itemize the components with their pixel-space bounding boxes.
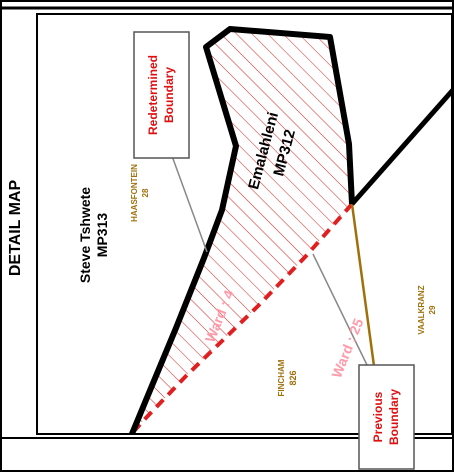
- callout-box-previous: [358, 364, 415, 470]
- farm-label-fincham: FINCHAM 826: [277, 359, 298, 396]
- farm-number-vaalkranz: 29: [428, 305, 437, 314]
- redetermined-leader-line: [167, 144, 208, 253]
- callout-text-previous-line1: Previous: [371, 391, 385, 442]
- municipality-label-west: Steve Tshwete MP313: [77, 187, 110, 283]
- callout-redetermined-boundary: Redetermined Boundary: [133, 31, 190, 159]
- previous-leader-line: [312, 253, 368, 366]
- callout-text-redetermined-line2: Boundary: [162, 67, 176, 123]
- farm-name-haasfontein: HAASFONTEIN: [130, 164, 139, 222]
- municipality-name-west: Steve Tshwete: [77, 187, 93, 283]
- redetermined-area-hatch: [135, 29, 352, 430]
- farm-label-haasfontein: HAASFONTEIN 28: [130, 164, 150, 222]
- farm-number-fincham: 826: [288, 370, 298, 385]
- callout-previous-boundary: Previous Boundary: [358, 364, 415, 470]
- farm-name-vaalkranz: VAALKRANZ: [417, 285, 426, 334]
- municipal-boundary-line: [350, 86, 453, 206]
- callout-text-redetermined-line1: Redetermined: [146, 55, 160, 135]
- farm-number-haasfontein: 28: [141, 188, 150, 197]
- farm-name-fincham: FINCHAM: [277, 359, 286, 396]
- map-frame: [36, 13, 453, 435]
- redetermined-boundary-line: [129, 26, 355, 433]
- callout-text-previous-line2: Boundary: [387, 389, 401, 445]
- previous-boundary-line: [133, 202, 354, 432]
- municipality-code-west: MP313: [94, 213, 110, 258]
- callout-box-redetermined: [133, 31, 190, 159]
- side-title: DETAIL MAP: [7, 180, 24, 277]
- farm-boundary-line: [350, 203, 376, 367]
- farm-label-vaalkranz: VAALKRANZ 29: [417, 285, 437, 334]
